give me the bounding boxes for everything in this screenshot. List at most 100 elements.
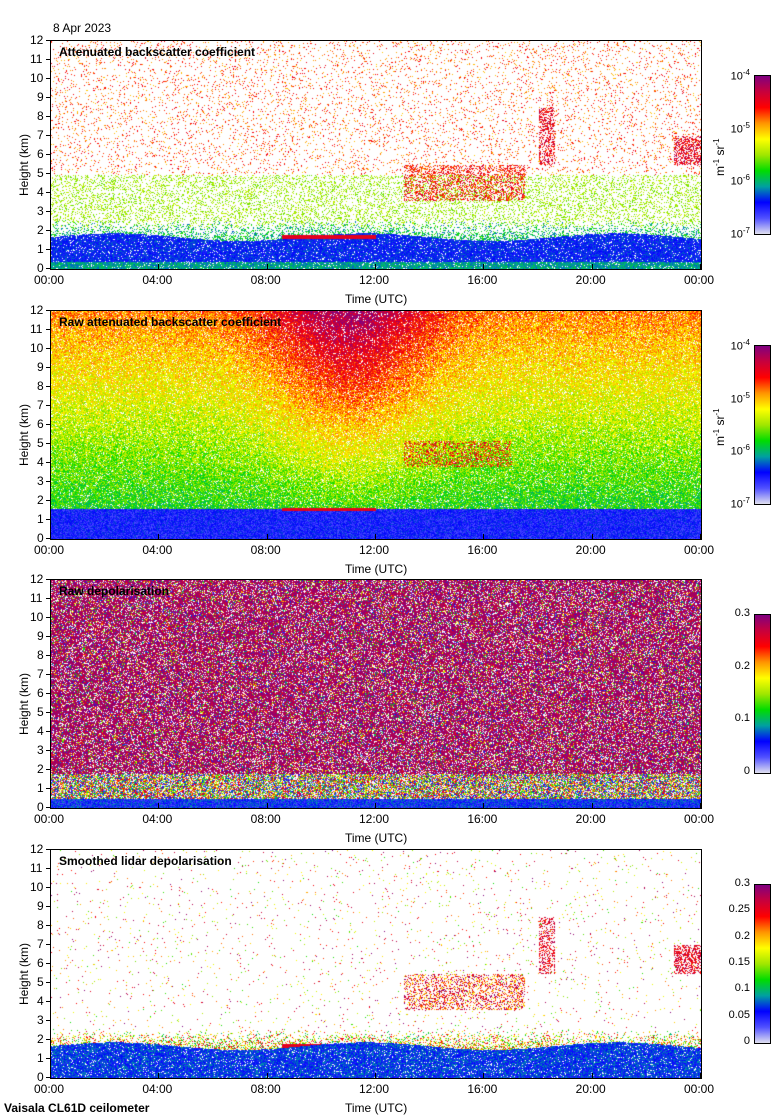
instrument-label: Vaisala CL61D ceilometer <box>4 1101 150 1115</box>
y-tick-label: 0 <box>37 800 44 814</box>
y-tick-label: 3 <box>37 743 44 757</box>
colorbar <box>754 884 771 1044</box>
colorbar-tick-label: 0.1 <box>734 712 750 725</box>
y-tick-label: 4 <box>37 185 44 199</box>
colorbar-tick-label: 10-7 <box>730 496 750 511</box>
y-tick-mark <box>46 1077 51 1078</box>
x-tick-label: 04:00 <box>142 273 173 287</box>
x-tick-mark <box>375 803 376 808</box>
x-tick-label: 04:00 <box>142 543 173 557</box>
y-tick-mark <box>46 135 51 136</box>
x-tick-mark <box>483 1073 485 1078</box>
x-tick-mark <box>483 803 485 808</box>
x-tick-mark <box>483 264 485 269</box>
x-tick-label: 16:00 <box>467 1082 498 1096</box>
x-tick-mark <box>158 803 160 808</box>
y-tick-label: 4 <box>37 994 44 1008</box>
y-tick-mark <box>46 963 51 964</box>
y-tick-label: 2 <box>37 762 44 776</box>
y-tick-mark <box>46 769 51 770</box>
y-tick-label: 7 <box>37 398 44 412</box>
x-tick-label: 08:00 <box>250 812 281 826</box>
y-tick-mark <box>46 750 51 751</box>
x-tick-label: 08:00 <box>250 543 281 557</box>
y-tick-mark <box>46 78 51 79</box>
x-axis-label: Time (UTC) <box>345 831 408 845</box>
heatmap-plot: Raw depolarisation <box>50 579 702 809</box>
y-tick-mark <box>46 807 51 808</box>
y-tick-mark <box>46 310 51 311</box>
y-tick-label: 4 <box>37 455 44 469</box>
colorbar-tick-label: 10-5 <box>730 120 750 136</box>
y-tick-label: 1 <box>37 781 44 795</box>
heatmap-canvas <box>51 41 701 269</box>
y-tick-label: 5 <box>37 436 44 450</box>
x-tick-mark <box>700 1073 701 1078</box>
x-tick-label: 20:00 <box>575 1082 606 1096</box>
x-tick-label: 00:00 <box>684 273 715 287</box>
y-tick-label: 9 <box>37 90 44 104</box>
heatmap-plot: Smoothed lidar depolarisation <box>50 849 702 1079</box>
y-tick-mark <box>46 405 51 406</box>
y-tick-mark <box>46 386 51 387</box>
y-tick-mark <box>46 40 51 41</box>
y-tick-mark <box>46 173 51 174</box>
x-tick-label: 12:00 <box>359 812 390 826</box>
y-tick-label: 4 <box>37 724 44 738</box>
x-tick-label: 12:00 <box>359 1082 390 1096</box>
y-tick-mark <box>46 367 51 368</box>
x-tick-label: 12:00 <box>359 543 390 557</box>
y-tick-label: 8 <box>37 379 44 393</box>
colorbar-tick-label: 0.15 <box>728 956 750 968</box>
y-tick-mark <box>46 849 51 850</box>
y-tick-label: 11 <box>30 591 43 605</box>
panel-1: Attenuated backscatter coefficient Height… <box>0 33 780 310</box>
colorbar-tick-label: 0.05 <box>728 1008 750 1021</box>
x-tick-label: 20:00 <box>575 812 606 826</box>
y-tick-label: 3 <box>37 474 44 488</box>
x-tick-mark <box>266 534 268 539</box>
y-tick-mark <box>46 481 51 482</box>
y-tick-label: 8 <box>37 918 44 932</box>
colorbar-units: m-1 sr-1 <box>712 408 727 446</box>
plot-title: Raw depolarisation <box>59 584 170 598</box>
y-axis-label: Height (km) <box>17 672 31 735</box>
colorbar-tick-label: 0.2 <box>734 659 750 672</box>
colorbar-units: m-1 sr-1 <box>712 138 727 176</box>
y-tick-mark <box>46 192 51 193</box>
x-tick-mark <box>266 1073 268 1078</box>
colorbar-tick-label: 0 <box>743 765 750 777</box>
colorbar <box>754 614 771 774</box>
y-axis-label: Height (km) <box>17 403 31 466</box>
x-tick-label: 20:00 <box>575 273 606 287</box>
colorbar-tick-label: 0.25 <box>728 903 750 916</box>
x-tick-mark <box>158 1073 160 1078</box>
y-tick-label: 7 <box>37 128 44 142</box>
y-tick-label: 6 <box>37 147 44 161</box>
x-tick-label: 08:00 <box>250 273 281 287</box>
y-tick-mark <box>46 788 51 789</box>
y-tick-label: 0 <box>37 531 44 545</box>
x-tick-mark <box>266 803 268 808</box>
y-tick-mark <box>46 59 51 60</box>
colorbar-tick-label: 10-6 <box>730 173 750 188</box>
y-tick-mark <box>46 982 51 983</box>
y-tick-label: 10 <box>30 610 44 624</box>
heatmap-plot: Attenuated backscatter coefficient <box>50 40 702 270</box>
y-tick-label: 9 <box>37 360 44 374</box>
y-tick-mark <box>46 598 51 599</box>
y-tick-mark <box>46 329 51 330</box>
x-tick-label: 16:00 <box>467 543 498 557</box>
y-tick-mark <box>46 154 51 155</box>
colorbar-tick-label: 10-5 <box>730 390 750 406</box>
y-tick-mark <box>46 674 51 675</box>
y-tick-mark <box>46 579 51 580</box>
x-tick-mark <box>700 534 701 539</box>
heatmap-canvas <box>51 311 701 539</box>
x-tick-label: 04:00 <box>142 1082 173 1096</box>
y-tick-mark <box>46 944 51 945</box>
y-axis-label: Height (km) <box>17 942 31 1005</box>
colorbar-tick-label: 10-7 <box>730 226 750 241</box>
colorbar-tick-label: 0 <box>743 1035 750 1047</box>
x-axis-label: Time (UTC) <box>345 562 408 576</box>
